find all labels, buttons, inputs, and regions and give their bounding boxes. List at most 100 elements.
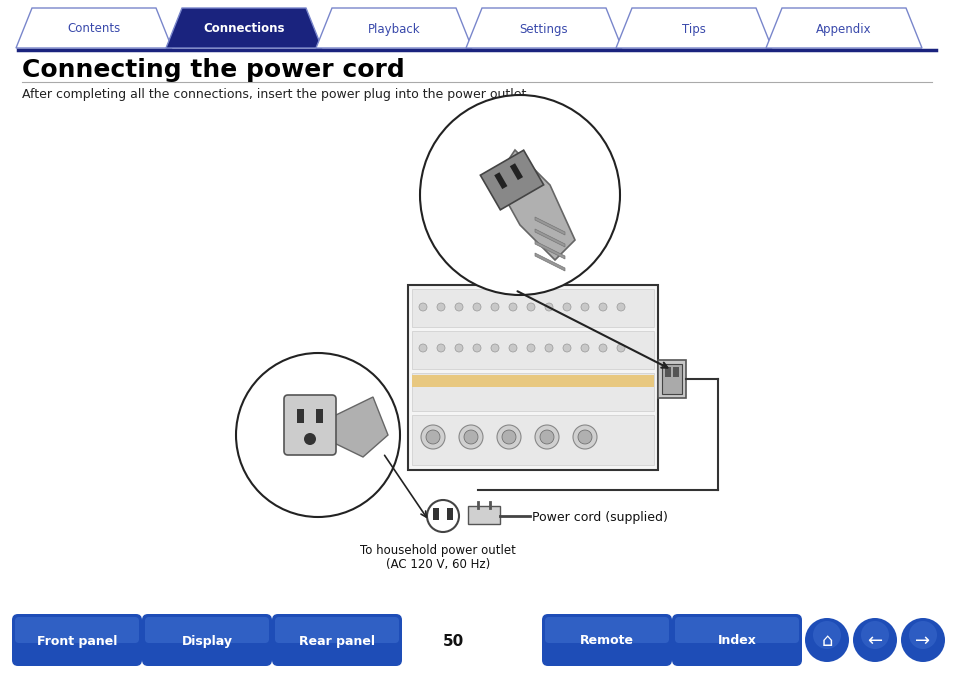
Circle shape: [419, 95, 619, 295]
Text: Display: Display: [181, 635, 233, 647]
Circle shape: [562, 303, 571, 311]
Text: Connections: Connections: [203, 22, 284, 36]
Circle shape: [235, 353, 399, 517]
Text: Connecting the power cord: Connecting the power cord: [22, 58, 404, 82]
Circle shape: [900, 618, 944, 662]
FancyBboxPatch shape: [544, 617, 668, 643]
FancyBboxPatch shape: [142, 614, 272, 666]
Text: Appendix: Appendix: [816, 22, 871, 36]
FancyBboxPatch shape: [447, 508, 453, 520]
Circle shape: [418, 303, 427, 311]
Circle shape: [598, 344, 606, 352]
Circle shape: [304, 433, 315, 445]
Circle shape: [578, 430, 592, 444]
FancyBboxPatch shape: [412, 415, 654, 465]
FancyBboxPatch shape: [658, 360, 685, 398]
Circle shape: [463, 430, 477, 444]
Circle shape: [861, 621, 888, 649]
Polygon shape: [494, 172, 507, 189]
Text: Contents: Contents: [68, 22, 120, 36]
FancyBboxPatch shape: [412, 331, 654, 369]
Polygon shape: [166, 8, 322, 48]
Circle shape: [497, 425, 520, 449]
FancyBboxPatch shape: [468, 506, 499, 524]
FancyBboxPatch shape: [272, 614, 401, 666]
FancyBboxPatch shape: [541, 614, 671, 666]
Circle shape: [908, 621, 936, 649]
Circle shape: [562, 344, 571, 352]
Circle shape: [535, 425, 558, 449]
Circle shape: [427, 500, 458, 532]
Circle shape: [812, 621, 841, 649]
FancyBboxPatch shape: [661, 364, 681, 394]
Text: After completing all the connections, insert the power plug into the power outle: After completing all the connections, in…: [22, 88, 530, 101]
Text: Remote: Remote: [579, 635, 634, 647]
Circle shape: [426, 430, 439, 444]
Polygon shape: [495, 150, 575, 260]
Circle shape: [852, 618, 896, 662]
Circle shape: [617, 344, 624, 352]
Text: Index: Index: [717, 635, 756, 647]
Text: Power cord (supplied): Power cord (supplied): [532, 511, 667, 524]
Text: ←: ←: [866, 632, 882, 650]
Circle shape: [598, 303, 606, 311]
Text: →: →: [915, 632, 929, 650]
Circle shape: [473, 344, 480, 352]
FancyBboxPatch shape: [675, 617, 799, 643]
Circle shape: [418, 344, 427, 352]
Circle shape: [436, 303, 444, 311]
FancyBboxPatch shape: [284, 395, 335, 455]
FancyBboxPatch shape: [433, 508, 438, 520]
Circle shape: [491, 303, 498, 311]
Circle shape: [501, 430, 516, 444]
Text: ⌂: ⌂: [821, 632, 832, 650]
Polygon shape: [535, 217, 564, 235]
Circle shape: [420, 425, 444, 449]
FancyBboxPatch shape: [412, 373, 654, 411]
Circle shape: [455, 303, 462, 311]
Circle shape: [580, 303, 588, 311]
Polygon shape: [535, 241, 564, 259]
FancyBboxPatch shape: [12, 614, 142, 666]
Circle shape: [544, 303, 553, 311]
Circle shape: [455, 344, 462, 352]
FancyBboxPatch shape: [412, 375, 654, 387]
Circle shape: [544, 344, 553, 352]
Text: 50: 50: [442, 633, 463, 649]
Polygon shape: [315, 8, 472, 48]
Circle shape: [491, 344, 498, 352]
Circle shape: [617, 303, 624, 311]
FancyBboxPatch shape: [412, 289, 654, 327]
Circle shape: [436, 344, 444, 352]
FancyBboxPatch shape: [15, 617, 139, 643]
FancyBboxPatch shape: [664, 367, 670, 377]
Circle shape: [473, 303, 480, 311]
Polygon shape: [480, 150, 543, 210]
Text: To household power outlet: To household power outlet: [359, 544, 516, 557]
Circle shape: [509, 344, 517, 352]
Circle shape: [573, 425, 597, 449]
Circle shape: [580, 344, 588, 352]
Polygon shape: [765, 8, 921, 48]
Text: Settings: Settings: [519, 22, 568, 36]
FancyBboxPatch shape: [671, 614, 801, 666]
Polygon shape: [535, 229, 564, 247]
Polygon shape: [465, 8, 621, 48]
FancyBboxPatch shape: [315, 409, 323, 423]
Text: Tips: Tips: [681, 22, 705, 36]
Text: Playback: Playback: [367, 22, 420, 36]
Polygon shape: [616, 8, 771, 48]
Text: (AC 120 V, 60 Hz): (AC 120 V, 60 Hz): [385, 558, 490, 571]
Circle shape: [509, 303, 517, 311]
Polygon shape: [328, 397, 388, 457]
FancyBboxPatch shape: [296, 409, 304, 423]
Polygon shape: [16, 8, 172, 48]
Text: Front panel: Front panel: [37, 635, 117, 647]
Text: Rear panel: Rear panel: [298, 635, 375, 647]
FancyBboxPatch shape: [672, 367, 679, 377]
FancyBboxPatch shape: [408, 285, 658, 470]
Polygon shape: [535, 253, 564, 271]
FancyBboxPatch shape: [274, 617, 398, 643]
Circle shape: [458, 425, 482, 449]
Circle shape: [804, 618, 848, 662]
